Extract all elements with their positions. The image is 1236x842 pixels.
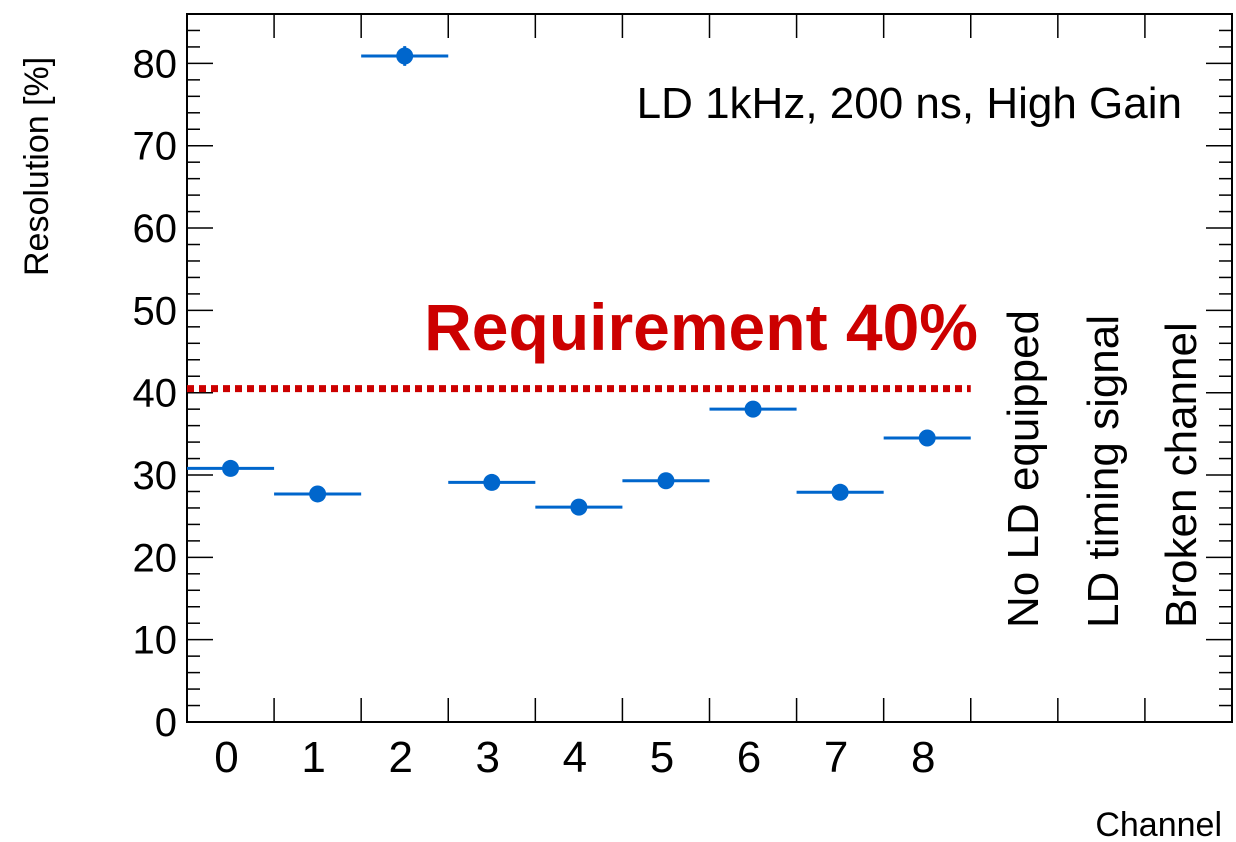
data-marker	[309, 485, 327, 503]
x-tick-label: 5	[650, 733, 674, 782]
x-tick-label: 1	[301, 733, 325, 782]
x-tick-label: 0	[214, 733, 238, 782]
data-marker	[396, 47, 414, 65]
x-ticks-layer: 0 1 2 3 4 5 6 7 8	[186, 14, 1233, 782]
y-tick-label: 40	[133, 372, 178, 416]
data-point-channel-7	[796, 483, 884, 501]
data-point-channel-8	[883, 429, 971, 447]
x-tick-label: 3	[476, 733, 500, 782]
x-tick-label: 4	[563, 733, 587, 782]
data-marker	[918, 429, 936, 447]
x-axis-title: Channel	[1095, 806, 1222, 842]
data-point-channel-4	[535, 498, 623, 516]
data-point-channel-2	[361, 46, 449, 66]
x-tick-label: 6	[737, 733, 761, 782]
y-tick-label: 20	[133, 536, 178, 580]
data-point-channel-3	[448, 473, 536, 491]
y-tick-label: 30	[133, 454, 178, 498]
data-point-channel-6	[709, 400, 797, 418]
annotation-text: LD 1kHz, 200 ns, High Gain	[637, 79, 1182, 128]
note-broken-channel: Broken channel	[1157, 322, 1206, 628]
note-ld-timing-signal: LD timing signal	[1079, 315, 1128, 628]
data-marker	[744, 400, 762, 418]
y-tick-label: 10	[133, 619, 178, 663]
y-ticks-layer: 0 10 20 30 40 50 60 70 80	[133, 13, 1232, 745]
requirement-label: Requirement 40%	[424, 290, 978, 364]
data-points-layer	[187, 46, 971, 516]
note-no-ld-equipped: No LD equipped	[999, 310, 1048, 628]
data-point-channel-0	[187, 459, 275, 477]
x-tick-label: 8	[911, 733, 935, 782]
y-tick-label: 80	[133, 42, 178, 86]
data-marker	[222, 459, 240, 477]
y-tick-label: 60	[133, 207, 178, 251]
x-tick-label: 2	[388, 733, 412, 782]
data-marker	[657, 472, 675, 490]
data-marker	[570, 498, 588, 516]
y-tick-label: 70	[133, 125, 178, 169]
x-tick-label: 7	[824, 733, 848, 782]
y-tick-label: 50	[133, 289, 178, 333]
data-marker	[483, 473, 501, 491]
data-point-channel-5	[622, 472, 710, 490]
y-axis-title: Resolution [%]	[18, 57, 56, 276]
data-marker	[831, 483, 849, 501]
data-point-channel-1	[274, 485, 362, 503]
y-tick-label: 0	[155, 701, 177, 745]
